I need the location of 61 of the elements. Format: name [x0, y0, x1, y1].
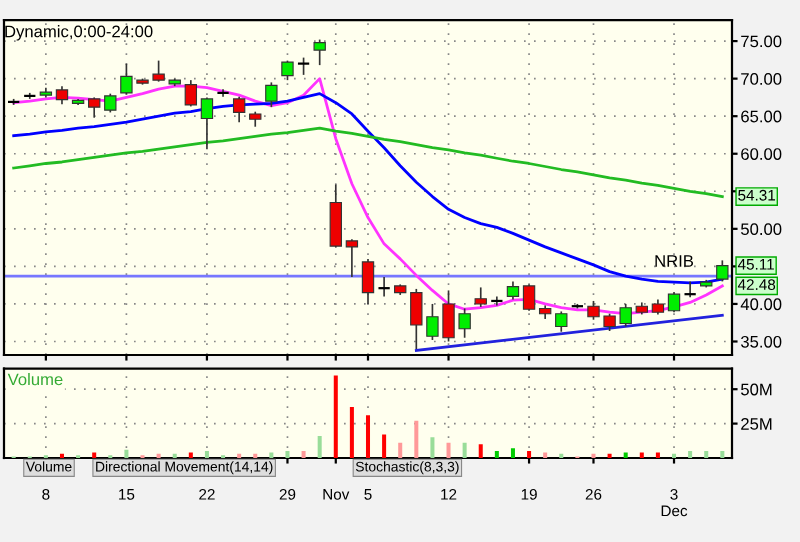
bar [269, 452, 274, 458]
bar [720, 451, 725, 458]
candlestick [667, 291, 681, 314]
bar [478, 444, 483, 458]
y-tick-label: 50M [741, 383, 772, 396]
bar [543, 452, 548, 458]
candlestick [232, 95, 246, 124]
bar [704, 451, 709, 458]
bar [398, 442, 403, 458]
chart-title: Volume [7, 373, 63, 386]
bar [639, 452, 644, 458]
candlestick [361, 258, 375, 305]
candlestick [345, 238, 359, 278]
y-tick-label: 40.00 [740, 298, 782, 311]
bar [527, 451, 532, 458]
y-tick-label: 60.00 [741, 148, 782, 160]
candlestick [506, 280, 520, 301]
chart-title: Dynamic,0:00-24:00 [5, 25, 153, 41]
bar [188, 452, 193, 458]
bar [430, 437, 435, 458]
candlestick [200, 96, 214, 151]
candlestick [377, 276, 391, 298]
y-tick-label: 65.00 [741, 110, 782, 123]
bar [382, 434, 387, 458]
bar [655, 452, 660, 458]
y-tick-label: 75.00 [741, 35, 782, 48]
bar [462, 442, 467, 458]
candlestick [522, 283, 536, 312]
bar [317, 435, 322, 458]
bar [333, 375, 338, 458]
candlestick [313, 38, 326, 66]
candlestick [329, 183, 342, 249]
y-tick-label: 50.00 [741, 223, 782, 236]
candlestick [104, 92, 117, 114]
y-tick-label: 35.00 [740, 335, 782, 348]
candlestick [716, 259, 729, 283]
bar [446, 442, 451, 458]
y-tick-label: 70.00 [741, 73, 782, 85]
candlestick [555, 310, 568, 333]
bar [204, 451, 209, 458]
ref-line-label: NRIB [655, 255, 694, 267]
bar [365, 415, 371, 458]
bar [349, 407, 354, 458]
line-series [12, 126, 724, 198]
bar [285, 451, 290, 458]
candlestick [474, 286, 487, 308]
bar [494, 451, 499, 458]
bar [510, 448, 515, 458]
bar [623, 452, 628, 458]
candlestick [88, 96, 101, 119]
bar [688, 451, 693, 458]
bar [124, 449, 129, 458]
candlestick [683, 280, 697, 299]
bar [414, 420, 419, 458]
candlestick [55, 85, 69, 106]
bar [92, 452, 97, 458]
candlestick [265, 81, 278, 109]
bar [301, 451, 306, 458]
candlestick [184, 79, 198, 108]
candlestick [216, 88, 230, 98]
y-tick-label: 25M [741, 417, 772, 430]
